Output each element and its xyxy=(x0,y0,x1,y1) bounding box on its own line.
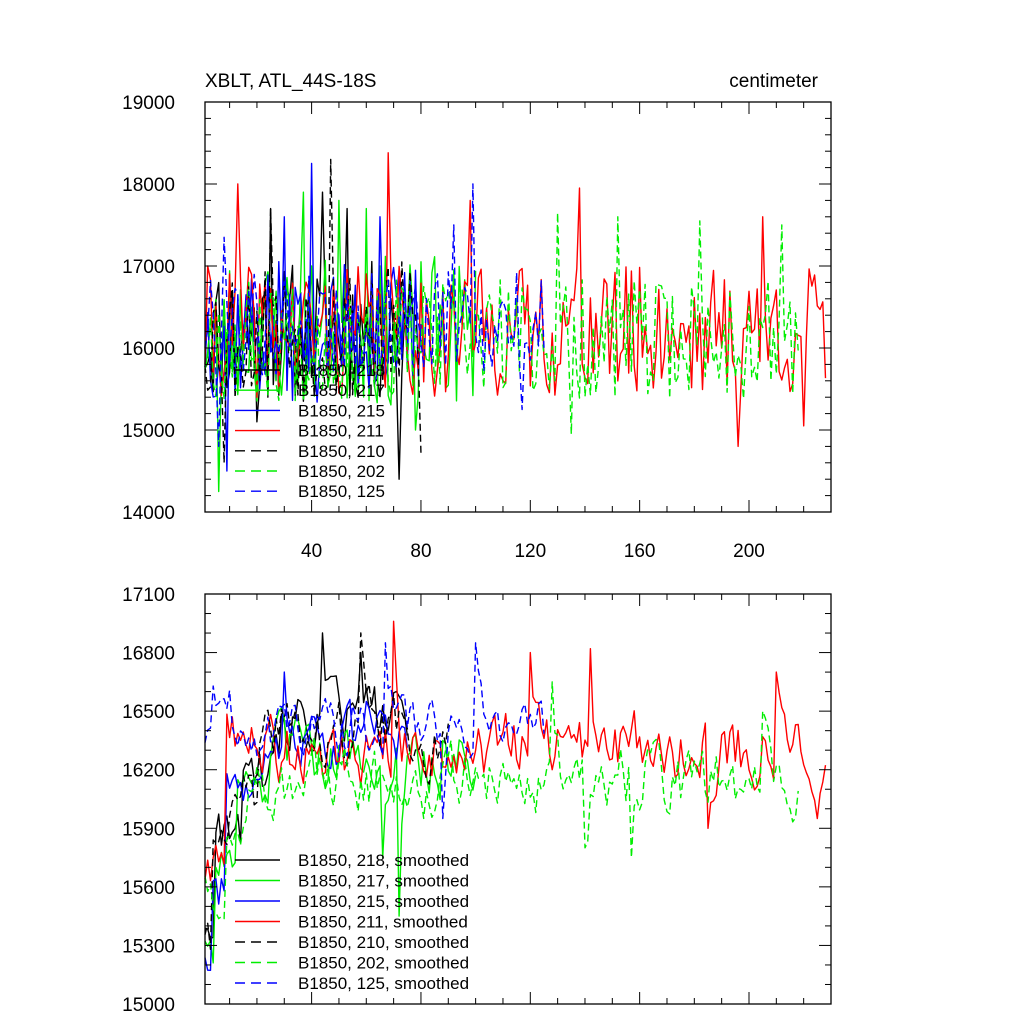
series-line-b1850-210-smoothed xyxy=(204,632,449,950)
series-line-b1850-215-smoothed xyxy=(204,671,408,971)
legend-label: B1850, 215, smoothed xyxy=(298,892,469,911)
legend-label: B1850, 217 xyxy=(298,381,385,400)
legend-label: B1850, 217, smoothed xyxy=(298,872,469,891)
y-tick-label: 18000 xyxy=(122,175,175,196)
x-tick-label: 200 xyxy=(733,541,765,562)
y-tick-label: 15600 xyxy=(122,878,175,899)
legend-label: B1850, 218 xyxy=(298,361,385,380)
y-tick-label: 19000 xyxy=(122,93,175,114)
legend-label: B1850, 211, smoothed xyxy=(298,913,468,932)
y-tick-label: 15300 xyxy=(122,936,175,957)
legend-label: B1850, 215 xyxy=(298,401,385,420)
y-tick-label: 15900 xyxy=(122,819,175,840)
series-line-b1850-202 xyxy=(204,212,799,435)
series-line-b1850-202-smoothed xyxy=(204,681,799,920)
top-chart-title: XBLT, ATL_44S-18S xyxy=(205,71,376,92)
y-tick-label: 14000 xyxy=(122,503,175,524)
top-chart-panel: XBLT, ATL_44S-18S centimeter 14000 15000 1… xyxy=(122,71,832,562)
bottom-chart-panel: 15000 15300 15600 15900 16200 16500 16800 17100… xyxy=(122,585,832,1016)
legend-label: B1850, 210 xyxy=(298,442,385,461)
y-tick-label: 16000 xyxy=(122,339,175,360)
x-tick-label: 120 xyxy=(514,541,546,562)
legend-label: B1850, 125, smoothed xyxy=(298,974,469,993)
legend-label: B1850, 202 xyxy=(298,462,385,481)
plot-frame xyxy=(204,593,832,1005)
series-line-b1850-211-smoothed xyxy=(204,620,827,882)
series-line-b1850-125 xyxy=(204,183,545,448)
x-tick-label: 80 xyxy=(410,541,431,562)
y-tick-label: 16200 xyxy=(122,761,175,782)
legend-label: B1850, 125 xyxy=(298,482,385,501)
legend-label: B1850, 202, smoothed xyxy=(298,954,469,973)
legend-label: B1850, 210, smoothed xyxy=(298,933,469,952)
y-tick-label: 15000 xyxy=(122,421,175,442)
y-tick-label: 17000 xyxy=(122,257,175,278)
legend-label: B1850, 211 xyxy=(298,422,384,441)
x-tick-label: 40 xyxy=(301,541,322,562)
top-chart-units: centimeter xyxy=(729,71,818,92)
y-tick-label: 16800 xyxy=(122,644,175,665)
x-tick-label: 160 xyxy=(624,541,656,562)
y-tick-label: 16500 xyxy=(122,702,175,723)
plot-frame xyxy=(204,101,832,513)
y-tick-label: 15000 xyxy=(122,995,175,1016)
y-tick-label: 17100 xyxy=(122,585,175,606)
series-line-b1850-125-smoothed xyxy=(204,642,545,820)
legend-label: B1850, 218, smoothed xyxy=(298,851,469,870)
